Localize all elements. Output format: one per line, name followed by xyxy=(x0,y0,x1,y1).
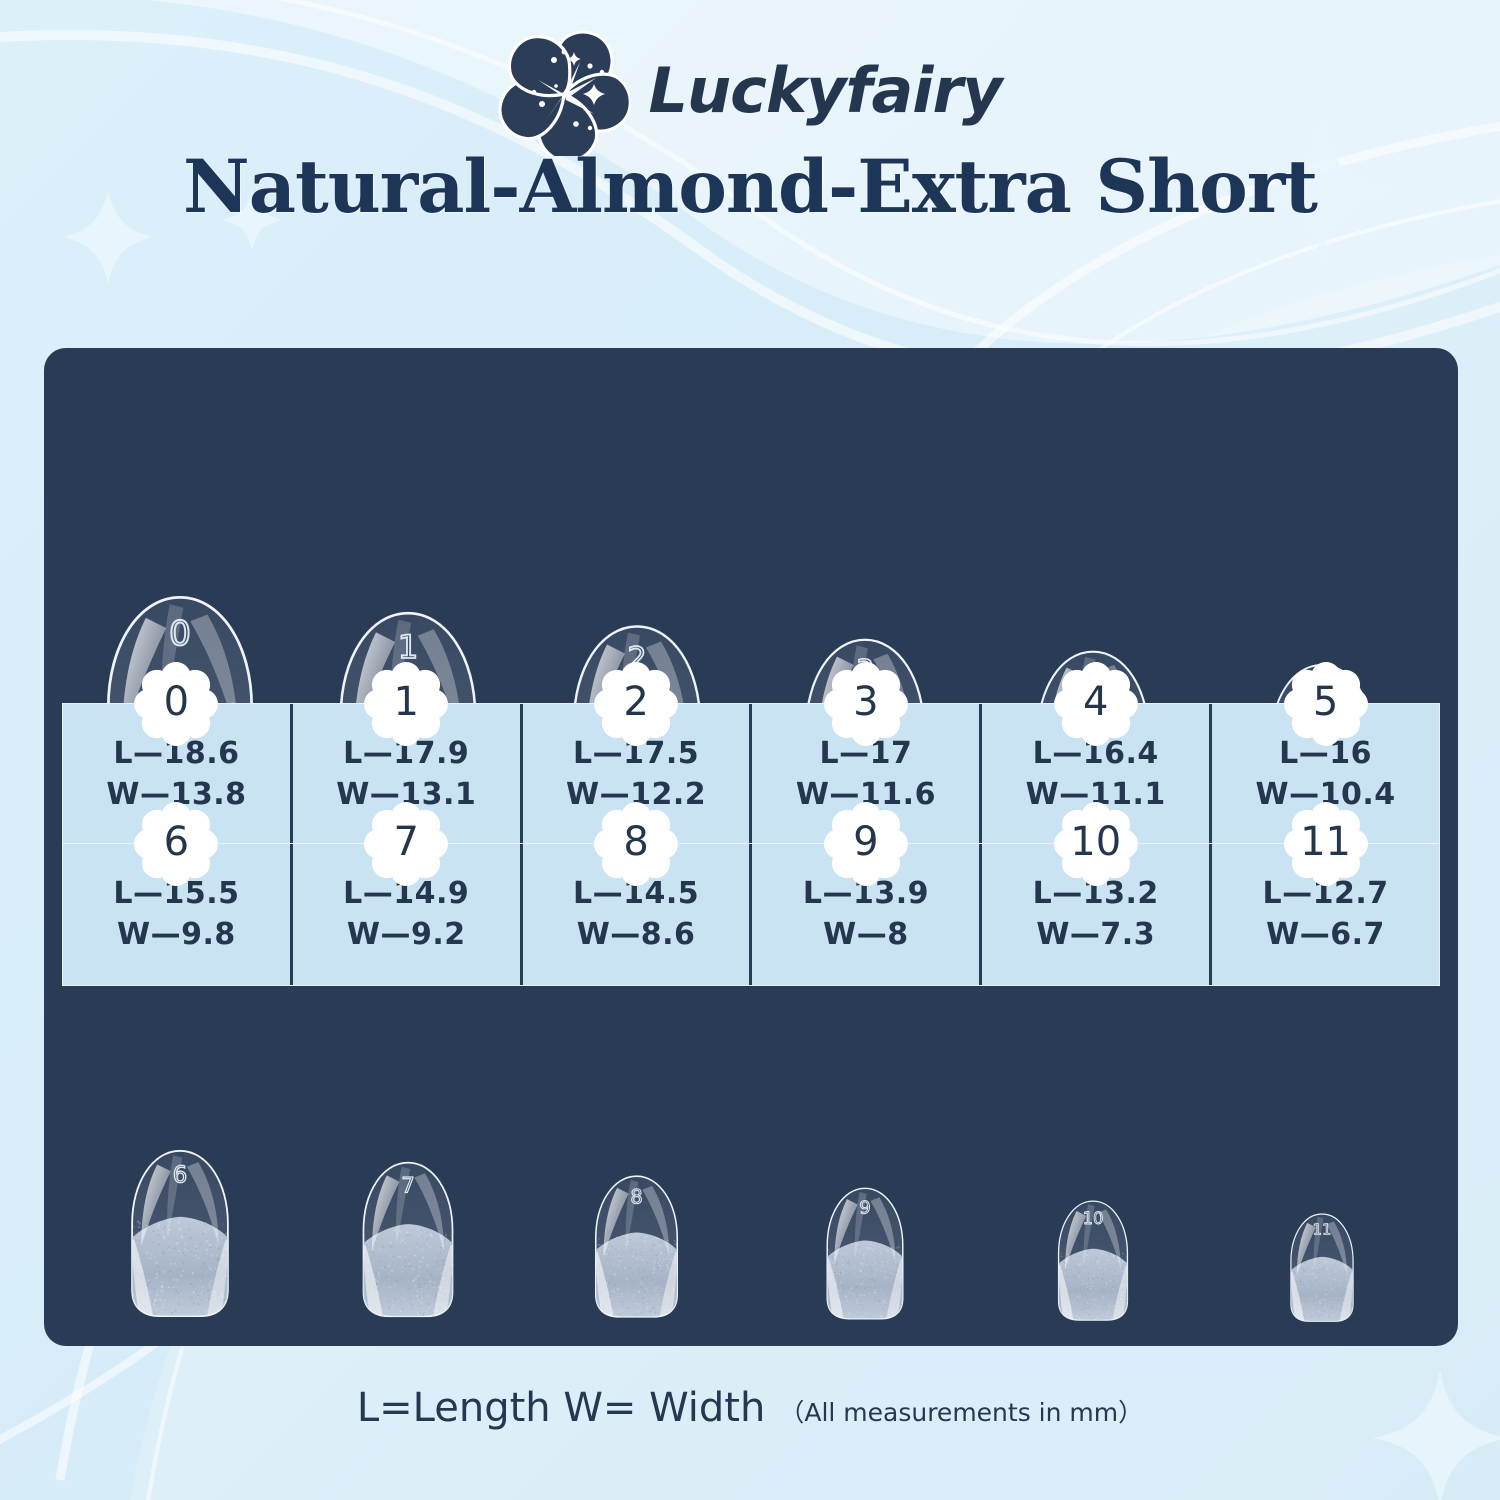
size-badge-number: 11 xyxy=(1280,798,1372,890)
width-value: W—7.3 xyxy=(1036,917,1155,954)
width-value: W—8 xyxy=(823,917,908,954)
legend-note: （All measurements in mm） xyxy=(779,1393,1143,1429)
nail-tip-shape: 10 xyxy=(1052,1182,1134,1340)
nail-tip-shape: 7 xyxy=(355,1140,461,1340)
size-badge-1: 1 xyxy=(360,658,452,750)
nail-tip-6: 6 xyxy=(66,1128,294,1340)
nail-tip-8: 8 xyxy=(523,1154,751,1340)
measurement-cell-7: 7 L—14.9 W—9.2 xyxy=(293,844,523,985)
header: Luckyfairy Natural-Almond-Extra Short xyxy=(0,0,1500,230)
measurement-strip-1: 0 L—18.6 W—13.8 1 L—17.9 W—13.1 2 L—17.5… xyxy=(62,703,1440,846)
size-badge-number: 9 xyxy=(820,798,912,890)
legend-text: L=Length W= Width xyxy=(357,1385,765,1431)
size-badge-7: 7 xyxy=(360,798,452,890)
size-badge-number: 1 xyxy=(360,658,452,750)
size-badge-5: 5 xyxy=(1280,658,1372,750)
size-badge-number: 7 xyxy=(360,798,452,890)
nail-tip-shape: 9 xyxy=(820,1168,910,1340)
nail-tip-shape: 11 xyxy=(1285,1196,1359,1340)
size-badge-number: 10 xyxy=(1050,798,1142,890)
width-value: W—6.7 xyxy=(1266,917,1385,954)
measurement-strip-2: 6 L—15.5 W—9.8 7 L—14.9 W—9.2 8 L—14.5 W… xyxy=(62,843,1440,986)
measurement-cell-10: 10 L—13.2 W—7.3 xyxy=(982,844,1212,985)
nail-tip-shape: 6 xyxy=(123,1128,237,1340)
engraved-size-number: 0 xyxy=(169,614,191,654)
size-badge-4: 4 xyxy=(1050,658,1142,750)
engraved-size-number: 8 xyxy=(631,1185,643,1208)
nail-tip-11: 11 xyxy=(1208,1196,1436,1340)
size-badge-11: 11 xyxy=(1280,798,1372,890)
size-badge-0: 0 xyxy=(130,658,222,750)
measurement-cell-8: 8 L—14.5 W—8.6 xyxy=(523,844,753,985)
measurement-cell-9: 9 L—13.9 W—8 xyxy=(752,844,982,985)
size-badge-number: 6 xyxy=(130,798,222,890)
width-value: W—8.6 xyxy=(577,917,696,954)
nail-tip-9: 9 xyxy=(751,1168,979,1340)
footer-legend: L=Length W= Width （All measurements in m… xyxy=(0,1385,1500,1431)
brand-name: Luckyfairy xyxy=(648,54,1001,127)
page-title: Natural-Almond-Extra Short xyxy=(0,144,1500,230)
size-badge-number: 4 xyxy=(1050,658,1142,750)
size-badge-3: 3 xyxy=(820,658,912,750)
measurement-cell-6: 6 L—15.5 W—9.8 xyxy=(63,844,293,985)
engraved-size-number: 9 xyxy=(859,1198,870,1219)
nail-tip-shape: 8 xyxy=(588,1154,685,1340)
size-badge-9: 9 xyxy=(820,798,912,890)
size-badge-number: 2 xyxy=(590,658,682,750)
size-badge-number: 5 xyxy=(1280,658,1372,750)
size-badge-10: 10 xyxy=(1050,798,1142,890)
measurement-cell-11: 11 L—12.7 W—6.7 xyxy=(1212,844,1439,985)
nail-tip-7: 7 xyxy=(294,1140,522,1340)
size-badge-6: 6 xyxy=(130,798,222,890)
engraved-size-number: 6 xyxy=(173,1163,188,1189)
five-petal-flower-sparkle-icon xyxy=(498,24,630,156)
nail-tip-10: 10 xyxy=(979,1182,1207,1340)
engraved-size-number: 11 xyxy=(1312,1222,1331,1239)
engraved-size-number: 10 xyxy=(1083,1209,1104,1228)
size-badge-number: 0 xyxy=(130,658,222,750)
size-badge-number: 8 xyxy=(590,798,682,890)
width-value: W—9.2 xyxy=(347,917,466,954)
engraved-size-number: 7 xyxy=(402,1172,415,1197)
size-chart-panel: 0 xyxy=(44,348,1458,1346)
size-badge-8: 8 xyxy=(590,798,682,890)
size-badge-number: 3 xyxy=(820,658,912,750)
brand-lockup: Luckyfairy xyxy=(0,0,1500,130)
width-value: W—9.8 xyxy=(117,917,236,954)
size-badge-2: 2 xyxy=(590,658,682,750)
